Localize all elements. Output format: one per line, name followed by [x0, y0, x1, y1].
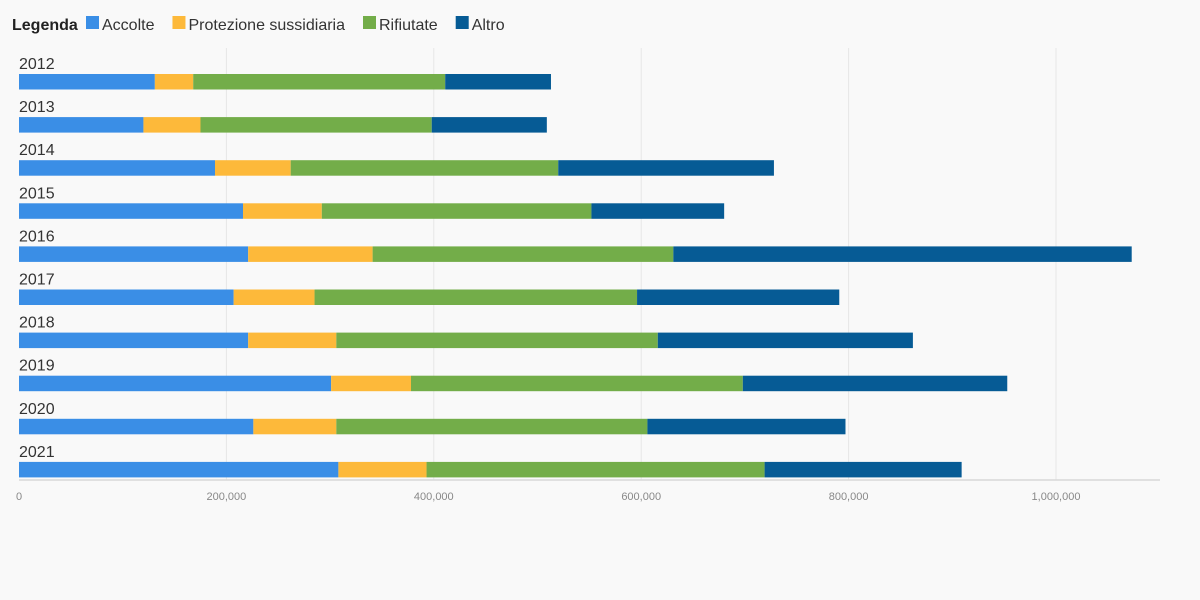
bar-2020-altro	[647, 418, 846, 435]
bar-2013-accolte	[19, 117, 144, 133]
category-label: 2021	[19, 444, 55, 461]
bar-2013-altro	[431, 117, 547, 133]
bar-2021-altro	[764, 461, 962, 478]
legend-swatch-1	[172, 16, 186, 29]
bar-2020-rifiutate	[336, 418, 648, 435]
category-label: 2015	[19, 185, 55, 202]
bar-2013-rifiutate	[200, 117, 432, 133]
x-tick-label: 200,000	[207, 491, 247, 503]
bar-2019-accolte	[19, 375, 332, 392]
bar-2017-altro	[637, 289, 840, 305]
bar-2012-protezione-sussidiaria	[154, 74, 194, 90]
bar-2014-rifiutate	[290, 160, 559, 176]
category-label: 2017	[19, 272, 55, 289]
legend-swatch-2	[363, 16, 376, 29]
bar-2021-rifiutate	[426, 461, 765, 478]
bar-2021-accolte	[19, 461, 339, 478]
bar-2015-accolte	[19, 203, 243, 219]
x-tick-label: 600,000	[621, 491, 661, 503]
legend-swatch-0	[86, 16, 99, 29]
category-label: 2012	[19, 56, 55, 73]
bar-2019-rifiutate	[410, 375, 743, 392]
bar-2013-protezione-sussidiaria	[143, 117, 201, 133]
category-label: 2014	[19, 142, 55, 159]
bar-2020-accolte	[19, 418, 254, 435]
legend-title: Legenda	[12, 17, 78, 34]
legend-swatch-3	[455, 16, 469, 29]
legend-label-1: Protezione sussidiaria	[188, 17, 345, 34]
x-tick-label: 1,000,000	[1032, 491, 1081, 503]
x-tick-label: 400,000	[414, 491, 454, 503]
bar-2014-accolte	[19, 160, 215, 176]
legend-label-2: Rifiutate	[379, 17, 438, 34]
bar-2018-accolte	[19, 332, 249, 349]
bar-2015-rifiutate	[321, 203, 592, 219]
bar-2017-protezione-sussidiaria	[233, 289, 315, 305]
legend-label-0: Accolte	[102, 17, 155, 34]
bar-2017-rifiutate	[314, 289, 638, 305]
gridlines	[19, 48, 1160, 481]
bar-2016-altro	[673, 246, 1132, 262]
bar-2018-altro	[657, 332, 913, 349]
category-label: 2013	[19, 99, 55, 116]
legend-label-3: Altro	[472, 17, 505, 34]
bar-2014-protezione-sussidiaria	[214, 160, 291, 176]
bar-2019-altro	[742, 375, 1008, 392]
bar-2018-rifiutate	[336, 332, 658, 349]
bar-2012-rifiutate	[193, 74, 446, 90]
category-labels: 2012 2013 2014 2015 2016 2017 2018 2019 2020 2021	[19, 56, 55, 461]
bar-2016-protezione-sussidiaria	[248, 246, 373, 262]
category-label: 2019	[19, 358, 55, 375]
bar-2019-protezione-sussidiaria	[331, 375, 411, 392]
bar-2020-protezione-sussidiaria	[253, 418, 337, 435]
bar-2017-accolte	[19, 289, 234, 305]
x-axis-ticks: 0 200,000 400,000 600,000 800,000 1,000,000	[16, 491, 1081, 503]
bar-2021-protezione-sussidiaria	[338, 461, 427, 478]
bars	[19, 74, 1132, 478]
x-tick-label: 0	[16, 491, 22, 503]
bar-2016-rifiutate	[372, 246, 674, 262]
bar-2012-accolte	[19, 74, 155, 90]
bar-2016-accolte	[19, 246, 249, 262]
legend: Legenda Accolte Protezione sussidiaria Rif…	[12, 16, 505, 34]
bar-2015-altro	[591, 203, 725, 219]
bar-2015-protezione-sussidiaria	[242, 203, 322, 219]
x-tick-label: 800,000	[829, 491, 869, 503]
category-label: 2018	[19, 315, 55, 332]
category-label: 2016	[19, 228, 55, 245]
bar-2018-protezione-sussidiaria	[248, 332, 337, 349]
bar-2014-altro	[558, 160, 774, 176]
category-label: 2020	[19, 401, 55, 418]
bar-2012-altro	[445, 74, 551, 90]
